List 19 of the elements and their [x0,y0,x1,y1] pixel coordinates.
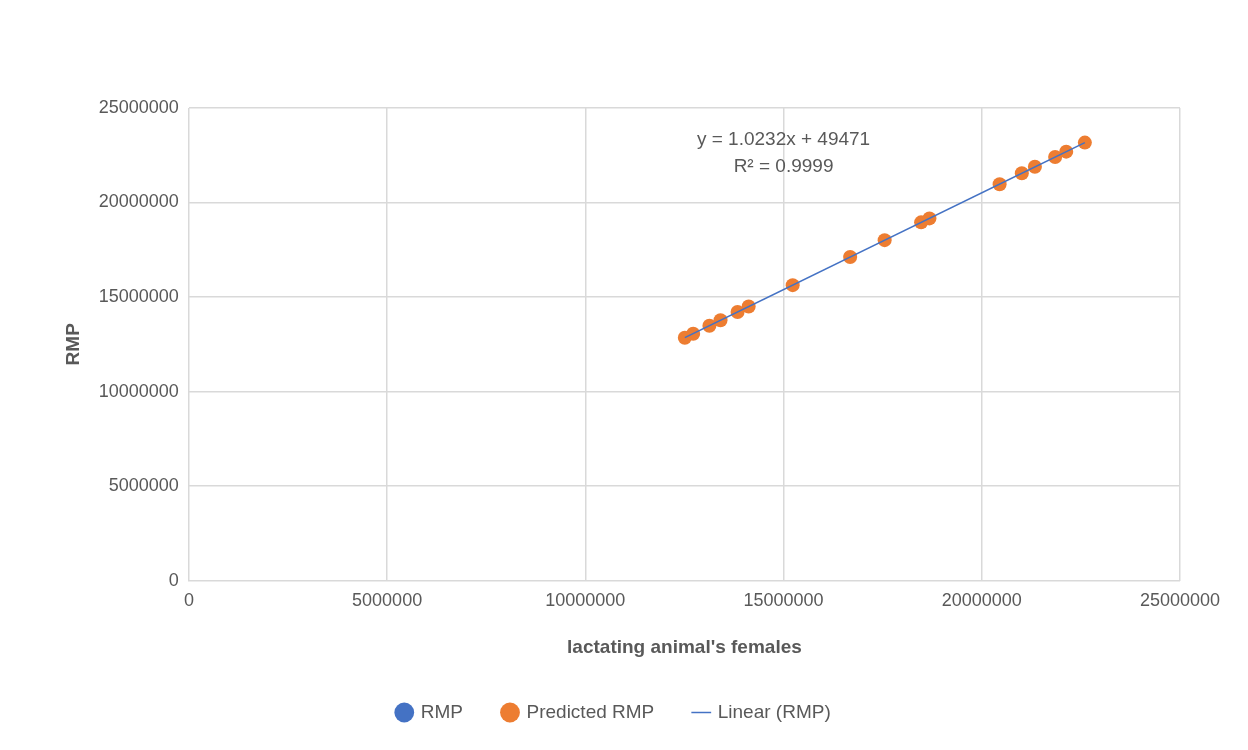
x-tick-label: 5000000 [352,590,423,611]
x-tick-label: 20000000 [941,590,1022,611]
x-tick-label: 25000000 [1139,590,1221,611]
x-tick-label: 15000000 [743,590,824,611]
y-tick-label: 20000000 [98,191,179,212]
y-tick-label: 10000000 [98,380,179,401]
y-axis-title: RMP [61,322,83,366]
y-tick-label: 25000000 [98,96,179,117]
legend-label: Linear (RMP) [717,700,831,722]
y-tick-label: 5000000 [108,475,179,496]
x-axis-title: lactating animal's females [567,635,802,657]
annotation: R² = 0.9999 [733,155,834,177]
x-tick-label: 10000000 [545,590,626,611]
y-tick-label: 15000000 [98,286,179,307]
legend-label: RMP [420,700,463,722]
x-tick-label: 0 [183,590,194,611]
y-tick-label: 0 [168,569,179,590]
legend-label: Predicted RMP [526,700,655,722]
annotation: y = 1.0232x + 49471 [696,128,871,150]
